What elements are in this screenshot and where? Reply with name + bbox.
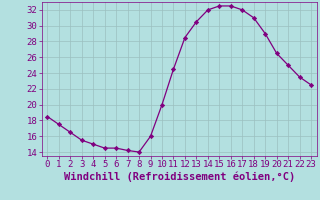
X-axis label: Windchill (Refroidissement éolien,°C): Windchill (Refroidissement éolien,°C): [64, 172, 295, 182]
